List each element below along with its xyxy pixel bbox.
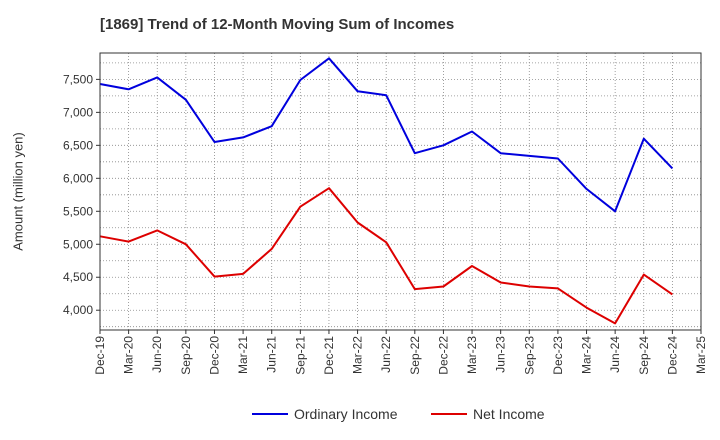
legend-label: Net Income [473,406,545,422]
x-tick-label: Dec-19 [93,336,107,375]
series-line-ordinary-income [99,57,674,213]
x-tick-label: Dec-20 [207,336,221,375]
x-tick-label: Jun-24 [608,336,622,373]
x-tick-label: Mar-23 [465,336,479,374]
x-tick-label: Jun-21 [265,336,279,373]
y-axis: 4,000 4,500 5,000 5,500 6,000 6,500 7,000 7,500 [63,72,100,317]
legend-label: Ordinary Income [294,406,398,422]
x-tick-label: Dec-24 [665,336,679,375]
x-tick-label: Mar-24 [580,336,594,374]
chart-title: [1869] Trend of 12-Month Moving Sum of I… [100,16,455,33]
plot-frame [99,52,702,331]
y-tick-label: 7,500 [63,72,93,86]
y-tick-label: 4,000 [63,303,93,317]
x-tick-label: Sep-23 [522,336,536,375]
grid [100,53,701,330]
series-layer [99,57,674,325]
y-tick-label: 4,500 [63,270,93,284]
y-tick-label: 6,000 [63,171,93,185]
x-tick-label: Dec-21 [322,336,336,375]
x-tick-label: Dec-23 [551,336,565,375]
x-tick-label: Jun-23 [494,336,508,373]
y-axis-label: Amount (million yen) [10,132,25,251]
x-tick-label: Mar-21 [236,336,250,374]
x-tick-label: Jun-22 [379,336,393,373]
y-tick-label: 5,000 [63,237,93,251]
x-tick-label: Mar-22 [351,336,365,374]
x-tick-label: Mar-20 [122,336,136,374]
x-tick-label: Jun-20 [150,336,164,373]
legend: Ordinary Income Net Income [252,406,545,422]
x-tick-label: Sep-20 [179,336,193,375]
x-tick-label: Sep-24 [637,336,651,375]
y-tick-label: 5,500 [63,204,93,218]
x-tick-label: Sep-22 [408,336,422,375]
x-tick-label: Mar-25 [694,336,708,374]
x-tick-label: Dec-22 [436,336,450,375]
y-tick-label: 7,000 [63,105,93,119]
x-axis: Dec-19 Mar-20 Jun-20 Sep-20 Dec-20 Mar-21 Jun-… [93,330,708,375]
series-line-net-income [99,187,673,325]
x-tick-label: Sep-21 [293,336,307,375]
y-tick-label: 6,500 [63,138,93,152]
